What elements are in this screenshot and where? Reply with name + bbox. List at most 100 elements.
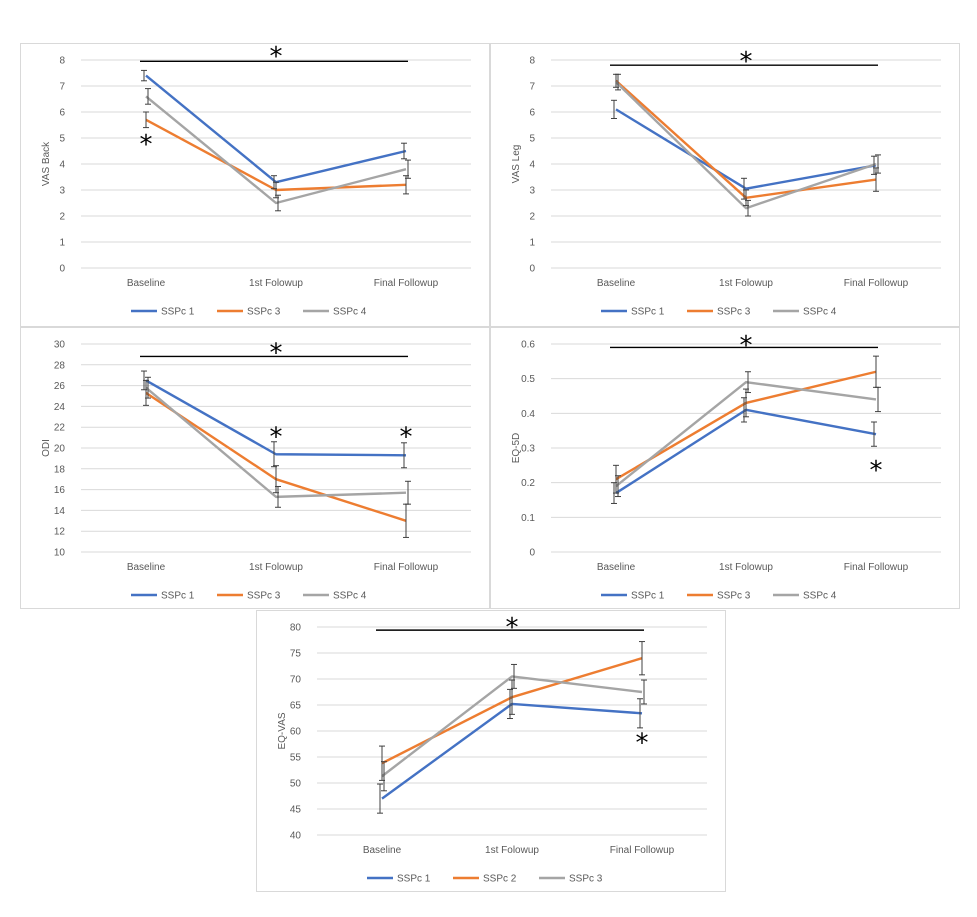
y-tick-label: 7: [59, 82, 65, 93]
significance-asterisk: *: [636, 728, 649, 758]
legend-item-sspc-1: SSPc 1: [367, 874, 431, 885]
error-bar: [145, 376, 151, 399]
legend-item-sspc-4: SSPc 4: [773, 591, 837, 602]
series-line-sspc-1: [145, 379, 407, 457]
y-tick-label: 10: [54, 548, 66, 559]
x-tick-label: 1st Folowup: [249, 278, 303, 289]
error-bar: [401, 142, 407, 160]
svg-text:SSPc 3: SSPc 3: [247, 591, 281, 602]
y-tick-label: 0: [59, 264, 65, 275]
x-tick-label: 1st Folowup: [485, 845, 539, 856]
svg-text:SSPc 1: SSPc 1: [161, 591, 195, 602]
x-tick-label: Final Followup: [844, 278, 909, 289]
error-bar: [381, 761, 387, 792]
y-tick-label: 18: [54, 464, 66, 475]
chart-panel-vas-leg: 0 1 2 3 4 5 6 7 8 VAS Leg Baseline 1st Folowup Final…: [490, 43, 960, 327]
chart-vas-leg: 0 1 2 3 4 5 6 7 8 VAS Leg Baseline 1st Folowup Final…: [511, 47, 941, 318]
error-bar: [745, 371, 751, 394]
y-tick-label: 2: [529, 212, 535, 223]
legend-item-sspc-3: SSPc 3: [687, 307, 751, 318]
error-bar: [871, 421, 877, 447]
legend-item-sspc-1: SSPc 1: [601, 591, 665, 602]
y-tick-label: 0.1: [521, 513, 535, 524]
chart-panel-vas-back: 0 1 2 3 4 5 6 7 8 VAS Back Baseline 1st Folowup Fina…: [20, 43, 490, 327]
x-tick-label: Baseline: [127, 278, 166, 289]
svg-text:SSPc 1: SSPc 1: [631, 591, 665, 602]
y-tick-label: 1: [529, 238, 535, 249]
chart-odi: 10 12 14 16 18 20 22 24 26 28 30 ODI Baseline 1st Fol…: [41, 338, 471, 602]
x-tick-label: 1st Folowup: [719, 562, 773, 573]
svg-text:SSPc 3: SSPc 3: [717, 591, 751, 602]
y-tick-label: 30: [54, 340, 66, 351]
y-tick-label: 75: [290, 649, 302, 660]
legend-item-sspc-3: SSPc 3: [217, 307, 281, 318]
error-bar: [641, 679, 647, 705]
y-tick-label: 5: [59, 134, 65, 145]
error-bar: [615, 73, 621, 91]
y-tick-label: 60: [290, 727, 302, 738]
y-tick-label: 6: [59, 108, 65, 119]
y-tick-label: 2: [59, 212, 65, 223]
error-bar: [611, 99, 617, 119]
y-tick-label: 4: [529, 160, 535, 171]
series-line-sspc-3: [615, 79, 877, 200]
svg-text:SSPc 4: SSPc 4: [333, 591, 367, 602]
y-axis-label: VAS Back: [41, 141, 52, 186]
y-tick-label: 28: [54, 360, 66, 371]
y-axis-label: VAS Leg: [511, 145, 522, 184]
error-bar: [615, 475, 621, 498]
y-axis-label: ODI: [41, 439, 52, 457]
y-tick-label: 1: [59, 238, 65, 249]
y-axis-label: EQ-5D: [511, 433, 522, 464]
y-tick-label: 0: [529, 264, 535, 275]
y-tick-label: 20: [54, 444, 66, 455]
error-bar: [637, 698, 643, 729]
significance-asterisk: *: [400, 423, 413, 453]
svg-text:SSPc 1: SSPc 1: [161, 307, 195, 318]
error-bar: [275, 485, 281, 508]
chart-eq-vas: 40 45 50 55 60 65 70 75 80 EQ-VAS Baseline 1st Folo…: [277, 613, 707, 885]
error-bar: [511, 663, 517, 689]
legend-item-sspc-4: SSPc 4: [303, 591, 367, 602]
series-line-sspc-4: [615, 81, 877, 210]
error-bar: [405, 480, 411, 505]
y-tick-label: 0: [529, 548, 535, 559]
chart-panel-odi: 10 12 14 16 18 20 22 24 26 28 30 ODI Baseline 1st Fol…: [20, 327, 490, 609]
series-line-sspc-1: [615, 108, 877, 190]
x-tick-label: Baseline: [597, 562, 636, 573]
legend-item-sspc-1: SSPc 1: [131, 307, 195, 318]
significance-asterisk: *: [870, 456, 883, 486]
y-tick-label: 24: [54, 402, 66, 413]
y-tick-label: 3: [529, 186, 535, 197]
x-tick-label: Final Followup: [374, 278, 439, 289]
x-tick-label: Final Followup: [844, 562, 909, 573]
significance-asterisk: *: [140, 130, 153, 160]
legend-item-sspc-1: SSPc 1: [601, 307, 665, 318]
y-tick-label: 3: [59, 186, 65, 197]
svg-text:SSPc 3: SSPc 3: [569, 874, 603, 885]
legend-item-sspc-3: SSPc 3: [539, 874, 603, 885]
y-tick-label: 0.6: [521, 340, 535, 351]
x-tick-label: Baseline: [363, 845, 402, 856]
chart-panel-eq-vas: 40 45 50 55 60 65 70 75 80 EQ-VAS Baseline 1st Folo…: [256, 610, 726, 892]
series-line-sspc-4: [145, 386, 407, 499]
significance-asterisk: *: [270, 423, 283, 453]
error-bar: [377, 783, 383, 814]
y-axis-label: EQ-VAS: [277, 712, 288, 749]
error-bar: [875, 386, 881, 413]
x-tick-label: Baseline: [597, 278, 636, 289]
x-tick-label: 1st Folowup: [719, 278, 773, 289]
legend-item-sspc-4: SSPc 4: [773, 307, 837, 318]
svg-text:SSPc 4: SSPc 4: [803, 591, 837, 602]
series-line-sspc-3: [615, 370, 877, 481]
svg-text:SSPc 4: SSPc 4: [333, 307, 367, 318]
chart-vas-back: 0 1 2 3 4 5 6 7 8 VAS Back Baseline 1st Folowup Fina…: [41, 44, 471, 318]
legend-item-sspc-4: SSPc 4: [303, 307, 367, 318]
y-tick-label: 22: [54, 423, 66, 434]
svg-text:SSPc 4: SSPc 4: [803, 307, 837, 318]
error-bar: [639, 641, 645, 676]
error-bar: [145, 88, 151, 105]
significance-asterisk: *: [740, 331, 753, 361]
y-tick-label: 40: [290, 831, 302, 842]
y-tick-label: 8: [59, 56, 65, 67]
